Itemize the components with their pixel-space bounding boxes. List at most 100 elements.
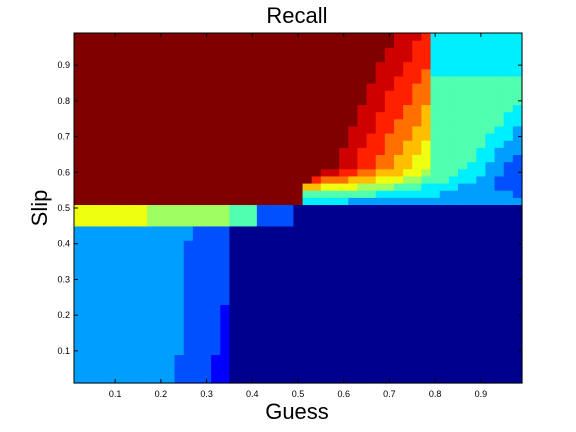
- heatmap-cell: [275, 211, 285, 220]
- heatmap-cell: [366, 247, 377, 256]
- heatmap-cell: [458, 97, 468, 106]
- heatmap-cell: [147, 268, 157, 277]
- heatmap-cell: [384, 68, 395, 77]
- heatmap-cell: [183, 268, 194, 277]
- heatmap-cell: [503, 140, 514, 148]
- heatmap-cell: [485, 325, 496, 334]
- heatmap-cell: [384, 218, 395, 227]
- heatmap-cell: [138, 225, 148, 234]
- heatmap-cell: [266, 368, 276, 377]
- heatmap-cell: [403, 90, 413, 98]
- heatmap-cell: [375, 83, 386, 91]
- heatmap-cell: [439, 297, 450, 306]
- heatmap-cell: [458, 125, 468, 134]
- heatmap-cell: [320, 225, 331, 234]
- heatmap-cell: [211, 347, 221, 356]
- heatmap-cell: [275, 225, 285, 234]
- heatmap-cell: [494, 304, 505, 313]
- heatmap-cell: [192, 211, 203, 220]
- heatmap-cell: [430, 254, 441, 263]
- heatmap-cell: [174, 190, 185, 198]
- heatmap-cell: [421, 111, 432, 120]
- heatmap-cell: [348, 268, 359, 277]
- heatmap-cell: [101, 304, 112, 313]
- heatmap-cell: [366, 254, 377, 263]
- heatmap-cell: [284, 261, 295, 270]
- heatmap-cell: [128, 368, 139, 377]
- heatmap-cell: [174, 361, 185, 370]
- heatmap-cell: [119, 340, 130, 348]
- heatmap-cell: [412, 275, 423, 284]
- heatmap-cell: [302, 340, 313, 348]
- heatmap-cell: [357, 375, 368, 384]
- heatmap-cell: [458, 197, 468, 206]
- heatmap-cell: [412, 83, 423, 91]
- heatmap-cell: [266, 361, 276, 370]
- heatmap-cell: [266, 97, 276, 106]
- heatmap-cell: [247, 104, 258, 113]
- heatmap-cell: [192, 104, 203, 113]
- heatmap-cell: [448, 333, 459, 341]
- heatmap-cell: [302, 168, 313, 177]
- heatmap-cell: [412, 190, 423, 198]
- heatmap-cell: [128, 47, 139, 56]
- heatmap-cell: [220, 275, 231, 284]
- heatmap-cell: [147, 90, 157, 98]
- heatmap-cell: [256, 118, 267, 127]
- heatmap-cell: [275, 61, 285, 70]
- heatmap-cell: [220, 375, 231, 384]
- heatmap-cell: [302, 90, 313, 98]
- heatmap-cell: [119, 175, 130, 184]
- heatmap-cell: [293, 133, 304, 141]
- heatmap-cell: [348, 297, 359, 306]
- heatmap-cell: [375, 183, 386, 191]
- heatmap-cell: [92, 40, 103, 48]
- heatmap-cell: [238, 161, 249, 170]
- heatmap-cell: [192, 118, 203, 127]
- heatmap-cell: [512, 140, 523, 148]
- heatmap-cell: [403, 97, 413, 106]
- heatmap-cell: [247, 268, 258, 277]
- heatmap-cell: [156, 240, 167, 248]
- heatmap-cell: [256, 97, 267, 106]
- heatmap-cell: [110, 254, 121, 263]
- heatmap-cell: [110, 168, 121, 177]
- heatmap-cell: [284, 354, 295, 363]
- heatmap-cell: [485, 233, 496, 241]
- heatmap-cell: [421, 190, 432, 198]
- heatmap-cell: [247, 368, 258, 377]
- heatmap-cell: [330, 325, 340, 334]
- heatmap-cell: [430, 111, 441, 120]
- heatmap-cell: [330, 140, 340, 148]
- heatmap-cell: [183, 297, 194, 306]
- heatmap-cell: [339, 175, 349, 184]
- heatmap-cell: [320, 75, 331, 84]
- heatmap-cell: [147, 218, 157, 227]
- heatmap-cell: [357, 304, 368, 313]
- heatmap-cell: [512, 197, 523, 206]
- heatmap-cell: [348, 111, 359, 120]
- heatmap-cell: [320, 183, 331, 191]
- heatmap-cell: [110, 47, 121, 56]
- heatmap-cell: [366, 147, 377, 156]
- heatmap-cell: [119, 375, 130, 384]
- heatmap-cell: [430, 225, 441, 234]
- heatmap-cell: [403, 190, 413, 198]
- heatmap-cell: [83, 118, 93, 127]
- heatmap-cell: [192, 340, 203, 348]
- heatmap-cell: [147, 254, 157, 263]
- heatmap-cell: [101, 147, 112, 156]
- heatmap-cell: [247, 225, 258, 234]
- heatmap-cell: [220, 333, 231, 341]
- heatmap-cell: [119, 233, 130, 241]
- heatmap-cell: [211, 233, 221, 241]
- heatmap-cell: [311, 283, 322, 291]
- heatmap-cell: [339, 54, 349, 63]
- heatmap-cell: [101, 225, 112, 234]
- heatmap-cell: [476, 147, 487, 156]
- heatmap-cell: [247, 354, 258, 363]
- heatmap-cell: [275, 318, 285, 327]
- heatmap-cell: [476, 354, 487, 363]
- heatmap-cell: [494, 190, 505, 198]
- heatmap-cell: [156, 47, 167, 56]
